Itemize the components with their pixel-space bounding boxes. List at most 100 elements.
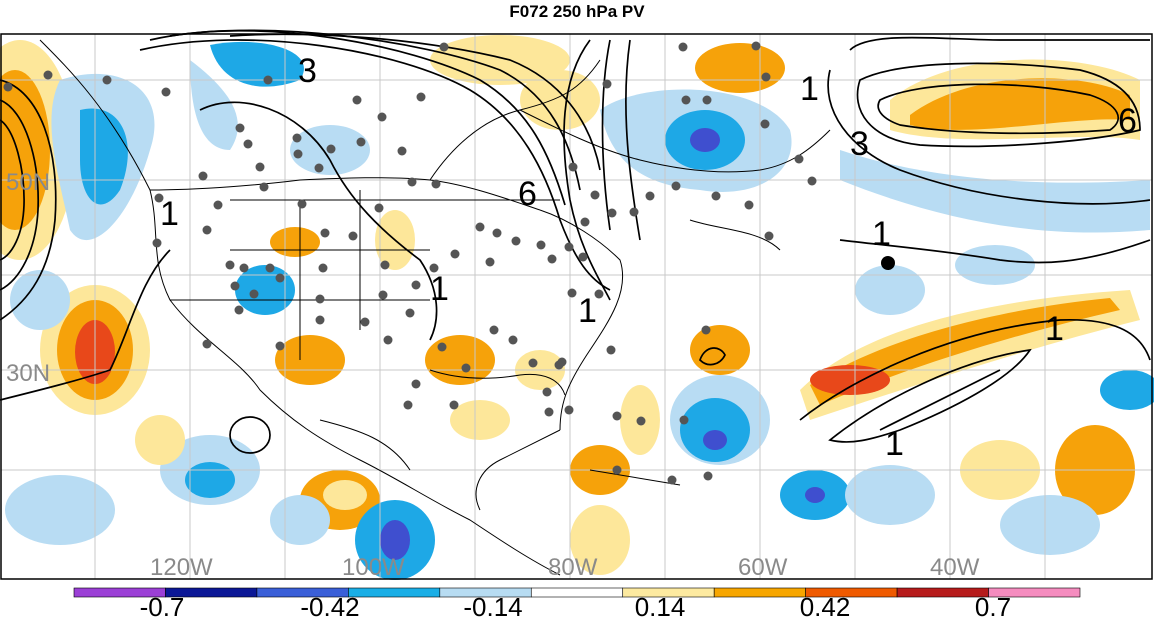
station-dot — [377, 112, 387, 122]
colorbar-label: 0.7 — [975, 592, 1011, 619]
station-dot — [202, 225, 212, 235]
lon-label: 60W — [738, 554, 788, 581]
station-dot — [751, 41, 761, 51]
station-dot — [681, 95, 691, 105]
station-dot — [360, 317, 370, 327]
marker-dot — [881, 256, 895, 270]
station-dot — [416, 92, 426, 102]
station-dot — [678, 42, 688, 52]
station-dot — [320, 228, 330, 238]
station-dot — [411, 280, 421, 290]
station-dot — [314, 163, 324, 173]
station-dot — [152, 238, 162, 248]
station-dot — [431, 179, 441, 189]
station-dot — [636, 416, 646, 426]
station-dot — [449, 400, 459, 410]
coastlines — [39, 39, 831, 576]
station-dot — [590, 190, 600, 200]
station-dot — [293, 149, 303, 159]
station-dot — [263, 75, 273, 85]
station-dot — [764, 231, 774, 241]
station-dot — [508, 335, 518, 345]
station-dot — [230, 281, 240, 291]
station-dot — [607, 208, 617, 218]
station-dot — [612, 411, 622, 421]
station-dot — [225, 260, 235, 270]
lat-label: 30N — [6, 360, 50, 387]
station-dot — [352, 95, 362, 105]
station-dot — [403, 400, 413, 410]
pv-contours — [0, 29, 1151, 454]
station-dot — [275, 273, 285, 283]
station-dot — [235, 123, 245, 133]
station-dot — [511, 236, 521, 246]
contour-label: 1 — [578, 292, 597, 330]
lat-label: 50N — [6, 169, 50, 196]
station-dot — [326, 144, 336, 154]
station-dot — [407, 177, 417, 187]
station-dot — [606, 345, 616, 355]
contour-label: 3 — [850, 125, 869, 163]
station-dot — [711, 191, 721, 201]
station-dot — [594, 289, 604, 299]
station-dot — [249, 289, 259, 299]
station-dot — [102, 75, 112, 85]
station-dot — [667, 475, 677, 485]
station-dot — [564, 242, 574, 252]
station-dot — [378, 290, 388, 300]
station-dot — [259, 182, 269, 192]
colorbar-label: -0.14 — [463, 592, 522, 619]
station-dot — [492, 228, 502, 238]
station-dot — [437, 342, 447, 352]
station-dot — [265, 263, 275, 273]
station-dot — [243, 139, 253, 149]
colorbar-label: 0.42 — [800, 592, 851, 619]
contour-label: 6 — [1118, 102, 1137, 140]
contour-labels: 3 6 1 1 1 1 3 6 1 1 1 1 — [160, 52, 1137, 463]
lon-label: 80W — [548, 554, 598, 581]
contour-label: 1 — [800, 70, 819, 108]
station-dot — [318, 263, 328, 273]
lon-label: 120W — [150, 554, 213, 581]
station-dot — [239, 263, 249, 273]
station-dot — [405, 308, 415, 318]
station-dot — [255, 162, 265, 172]
station-dot — [292, 133, 302, 143]
station-dot — [547, 254, 557, 264]
contour-label: 1 — [430, 270, 449, 308]
colorbar-swatch — [348, 587, 441, 598]
station-dot — [671, 181, 681, 191]
colorbar-swatch — [988, 587, 1081, 598]
station-dot — [485, 257, 495, 267]
colorbar-swatch — [530, 587, 624, 598]
station-dot — [703, 471, 713, 481]
station-dot — [161, 87, 171, 97]
contour-label: 1 — [1045, 310, 1064, 348]
station-dot — [380, 260, 390, 270]
station-dot — [383, 335, 393, 345]
station-dot — [411, 379, 421, 389]
station-dot — [461, 363, 471, 373]
station-dot — [234, 305, 244, 315]
station-dot — [744, 200, 754, 210]
station-dot — [679, 415, 689, 425]
station-dot — [794, 154, 804, 164]
station-dot — [544, 407, 554, 417]
station-dot — [275, 341, 285, 351]
station-dots — [3, 41, 817, 485]
colorbar-labels: -0.7 -0.42 -0.14 0.14 0.42 0.7 — [140, 592, 1011, 619]
contour-label: 6 — [518, 175, 537, 213]
station-dot — [198, 171, 208, 181]
station-dot — [612, 465, 622, 475]
station-dot — [568, 162, 578, 172]
station-dot — [356, 137, 366, 147]
colorbar-label: -0.42 — [300, 592, 359, 619]
station-dot — [374, 203, 384, 213]
station-dot — [629, 207, 639, 217]
lat-labels: 50N 30N — [6, 169, 50, 387]
station-dot — [760, 119, 770, 129]
station-dot — [213, 200, 223, 210]
station-dot — [348, 231, 358, 241]
station-dot — [554, 360, 564, 370]
